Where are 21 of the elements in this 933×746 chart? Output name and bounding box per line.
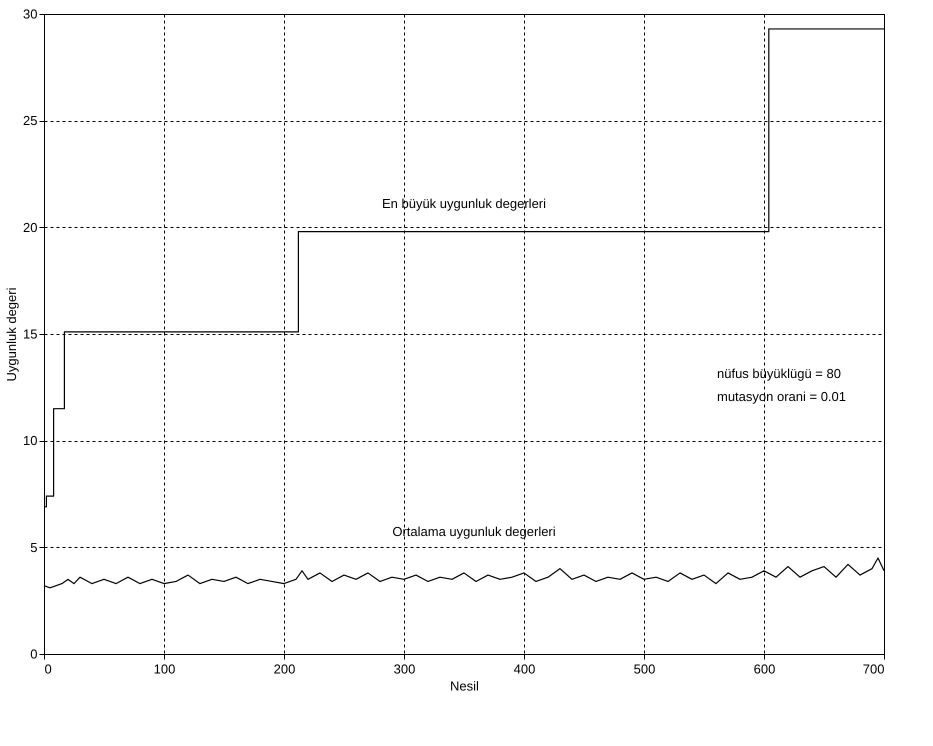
x-axis-title: Nesil	[450, 678, 480, 694]
y-axis-title: Uygunluk degeri	[4, 287, 20, 382]
annotation: nüfus büyüklügü = 80	[717, 366, 841, 381]
x-tick-label: 100	[154, 662, 176, 676]
x-tick-label: 600	[754, 662, 776, 676]
x-tick-label: 500	[634, 662, 656, 676]
x-tick-label: 400	[514, 662, 536, 676]
x-tick-label: 300	[394, 662, 416, 676]
x-tick-label: 700	[862, 662, 884, 676]
y-tick-label: 15	[23, 326, 38, 342]
x-tick-label: 200	[274, 662, 296, 676]
y-tick-label: 5	[30, 540, 38, 555]
annotation: mutasyon orani = 0.01	[717, 389, 846, 404]
y-tick-label: 25	[23, 113, 38, 128]
x-tick-label: 0	[44, 662, 52, 676]
annotation: Ortalama uygunluk degerleri	[392, 524, 556, 539]
y-tick-label: 20	[23, 220, 38, 235]
y-tick-label: 30	[23, 6, 38, 22]
annotation: En büyük uygunluk degerleri	[382, 196, 546, 211]
y-tick-label: 0	[30, 646, 38, 662]
y-tick-label: 10	[23, 433, 38, 448]
